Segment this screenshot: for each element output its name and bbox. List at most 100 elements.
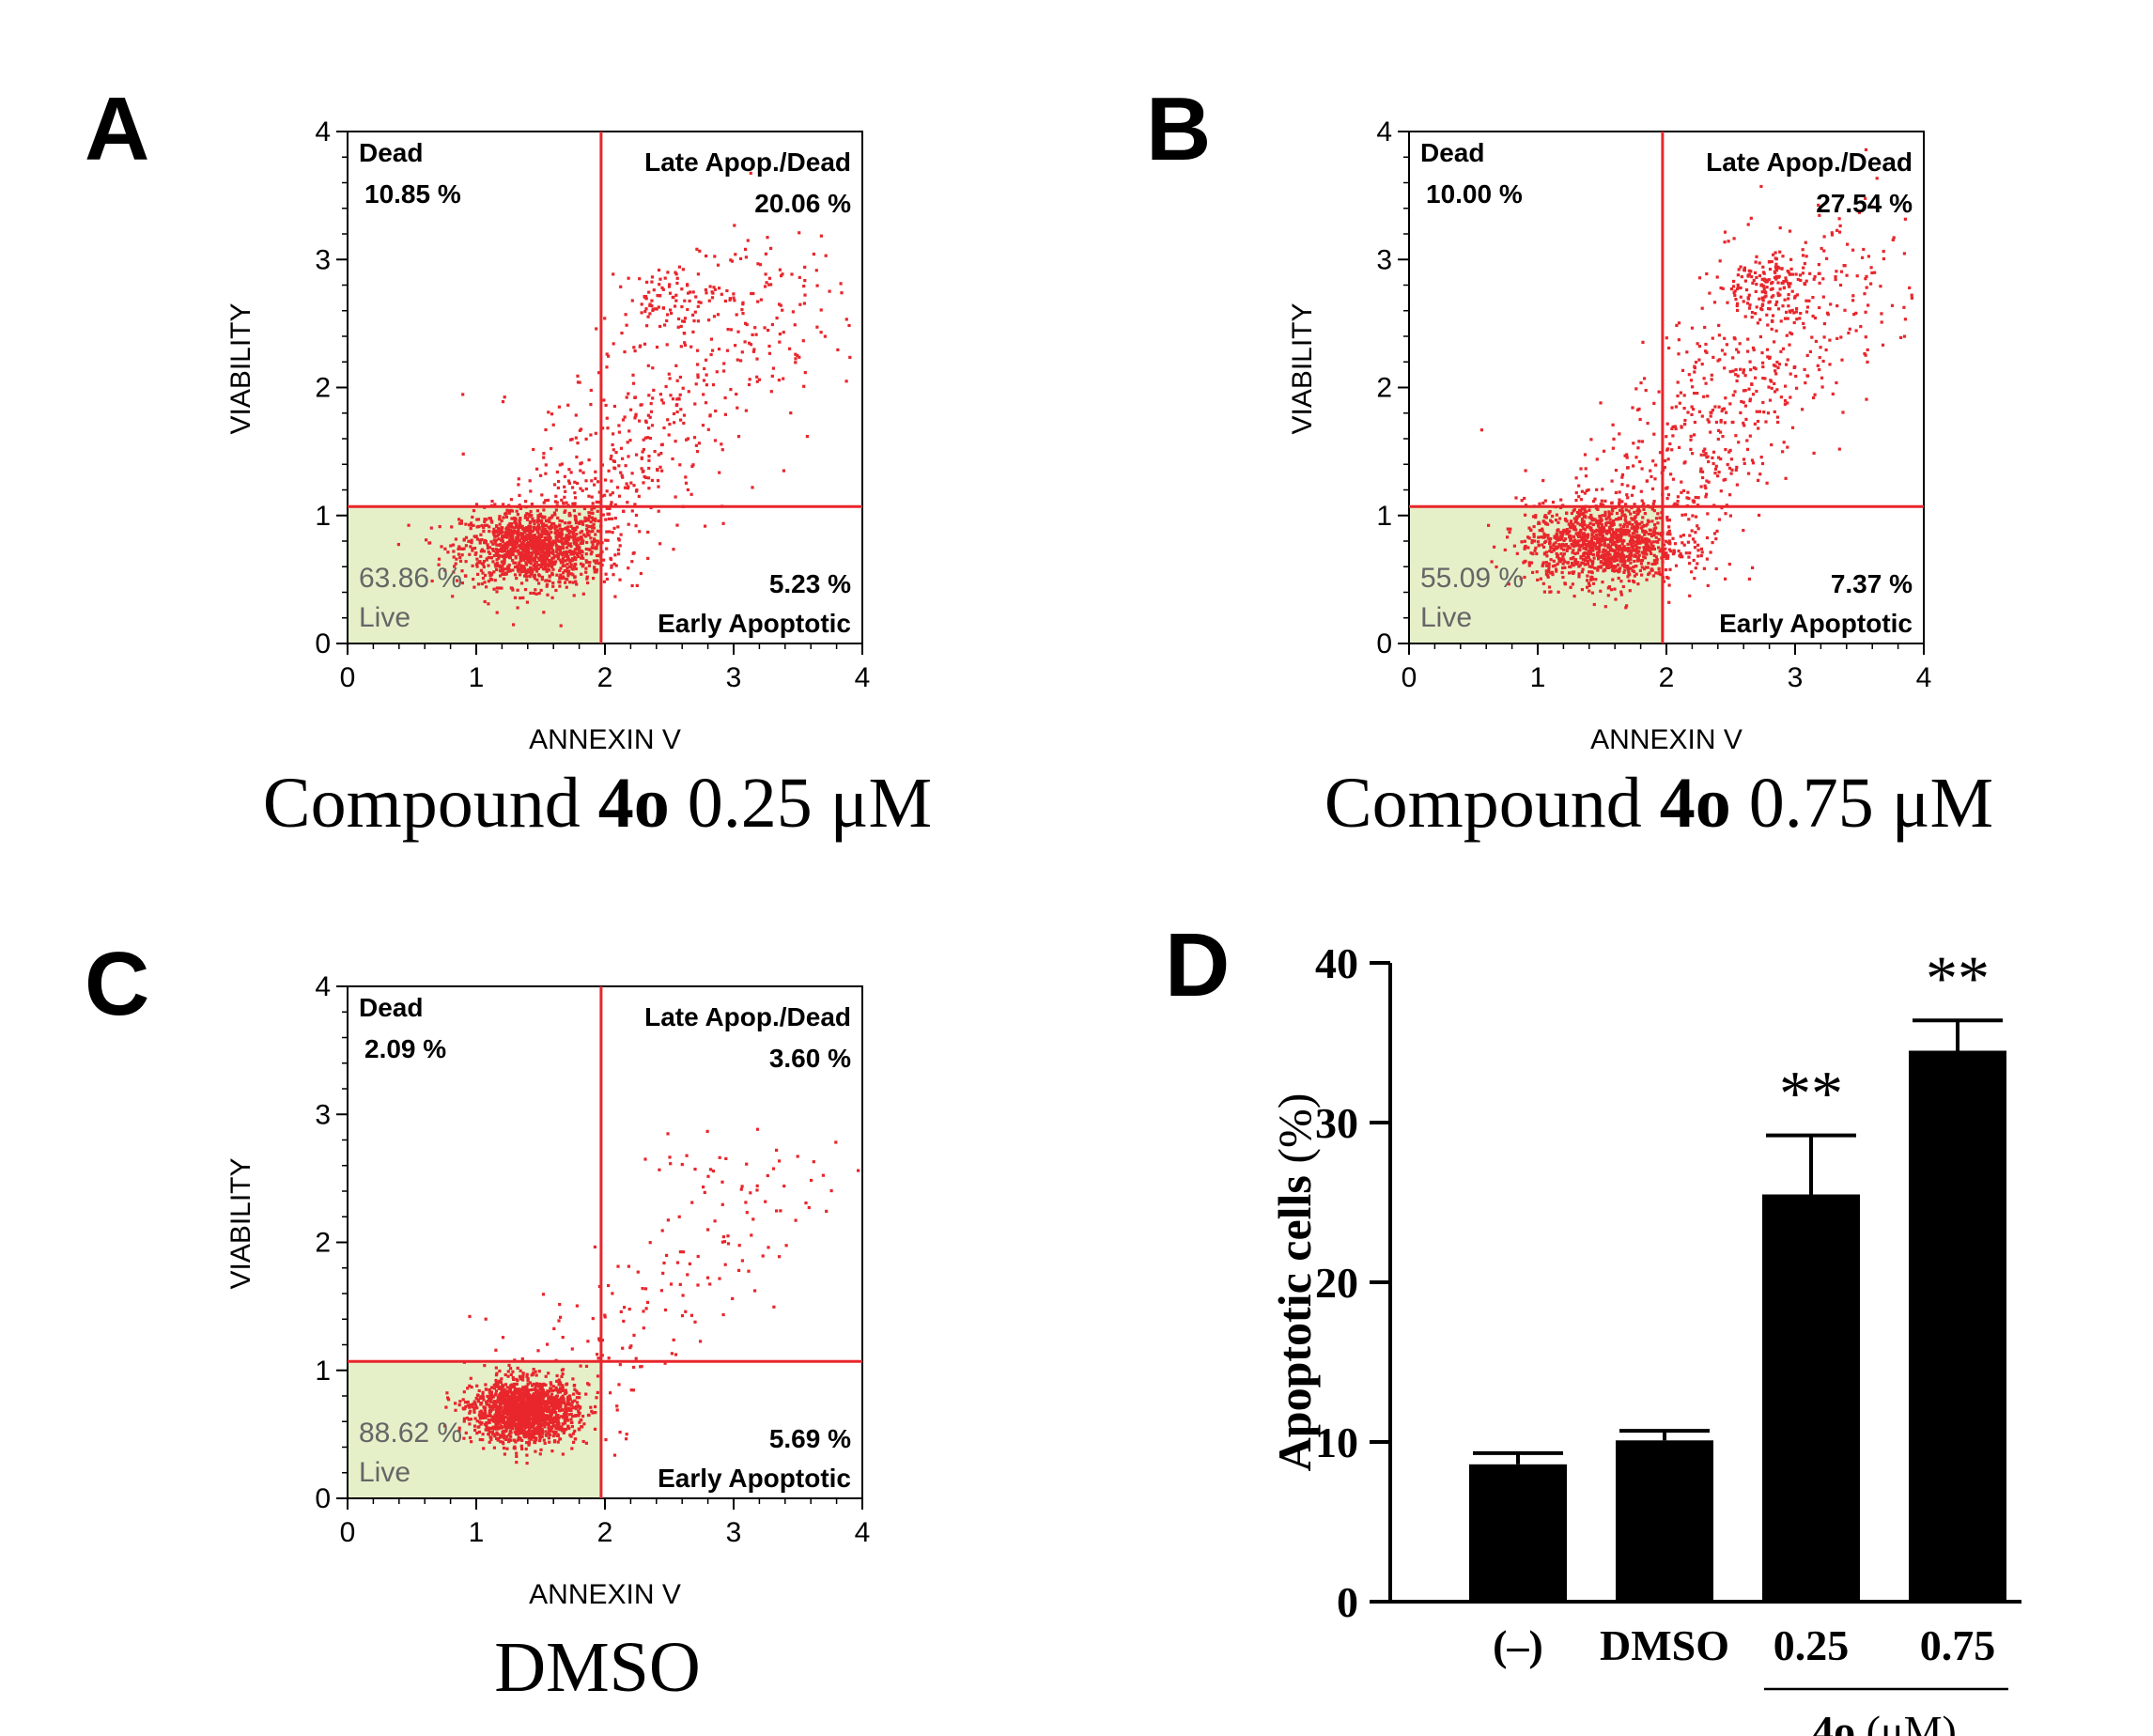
event-dot [526,1379,530,1383]
event-dot [514,1387,518,1391]
event-dot [1598,530,1602,534]
event-dot [1740,399,1743,404]
event-dot [711,349,715,352]
event-dot [1869,266,1873,270]
event-dot [571,533,575,536]
event-dot [1804,255,1808,258]
event-dot [1759,456,1763,459]
event-dot [1676,394,1680,398]
event-dot [1650,551,1653,555]
event-dot [1693,370,1696,374]
event-dot [605,416,609,420]
event-dot [487,602,490,606]
event-dot [1689,379,1694,382]
event-dot [1503,548,1507,551]
event-dot [1529,561,1534,565]
event-dot [524,550,528,554]
event-dot [546,538,550,542]
event-dot [803,279,807,283]
event-dot [1843,308,1847,312]
event-dot [457,518,461,521]
event-dot [1686,490,1690,494]
event-dot [519,1389,522,1393]
event-dot [1621,564,1625,567]
event-dot [1558,531,1562,535]
event-dot [1764,290,1768,294]
event-dot [1831,392,1835,395]
event-dot [1782,287,1786,290]
event-dot [584,535,588,538]
event-dot [675,281,679,286]
event-dot [1692,537,1696,541]
event-dot [1549,558,1553,562]
event-dot [563,551,566,555]
event-dot [655,345,659,349]
event-dot [1713,467,1718,471]
event-dot [521,596,525,599]
event-dot [650,424,655,427]
event-dot [561,556,565,560]
event-dot [639,344,643,348]
event-dot [1609,545,1613,549]
event-dot [1583,563,1587,566]
event-dot [1668,533,1672,536]
event-dot [493,535,497,538]
event-dot [485,558,488,562]
event-dot [1829,302,1833,306]
event-dot [501,554,504,558]
event-dot [492,570,496,574]
event-dot [1865,274,1868,278]
event-dot [1645,548,1649,552]
event-dot [480,1414,484,1418]
event-dot [518,563,521,566]
event-dot [1635,550,1639,554]
event-dot [1744,288,1749,292]
event-dot [1742,529,1745,533]
event-dot [1649,528,1652,532]
event-dot [1758,410,1761,413]
event-dot [1786,270,1789,273]
event-dot [1795,386,1799,390]
event-dot [586,529,590,533]
event-dot [1873,271,1877,274]
event-dot [617,552,621,556]
event-dot [452,570,456,574]
event-dot [475,565,479,568]
event-dot [1781,450,1785,454]
event-dot [1750,382,1754,386]
event-dot [471,549,474,552]
event-dot [534,588,537,592]
event-dot [565,585,568,589]
event-dot [713,287,718,291]
event-dot [1574,491,1578,495]
event-dot [729,328,733,332]
event-dot [556,1390,560,1394]
event-dot [1610,542,1614,546]
event-dot [1668,542,1672,546]
event-dot [1749,216,1753,220]
event-dot [571,486,575,489]
event-dot [1727,240,1730,243]
event-dot [1786,445,1789,449]
event-dot [1754,289,1758,293]
x-tick-label: 4 [1916,662,1932,693]
event-dot [1634,456,1638,459]
event-dot [658,542,662,546]
event-dot [1565,528,1569,532]
event-dot [604,403,608,408]
event-dot [558,523,562,528]
event-dot [480,581,484,586]
event-dot [524,557,528,561]
event-dot [1646,522,1650,526]
event-dot [460,581,464,585]
event-dot [520,1407,524,1411]
event-dot [555,554,559,558]
event-dot [1702,377,1706,380]
event-dot [508,569,512,573]
event-dot [696,349,700,352]
event-dot [1633,525,1636,529]
event-dot [1693,433,1696,437]
event-dot [1573,559,1577,563]
event-dot [507,540,511,544]
